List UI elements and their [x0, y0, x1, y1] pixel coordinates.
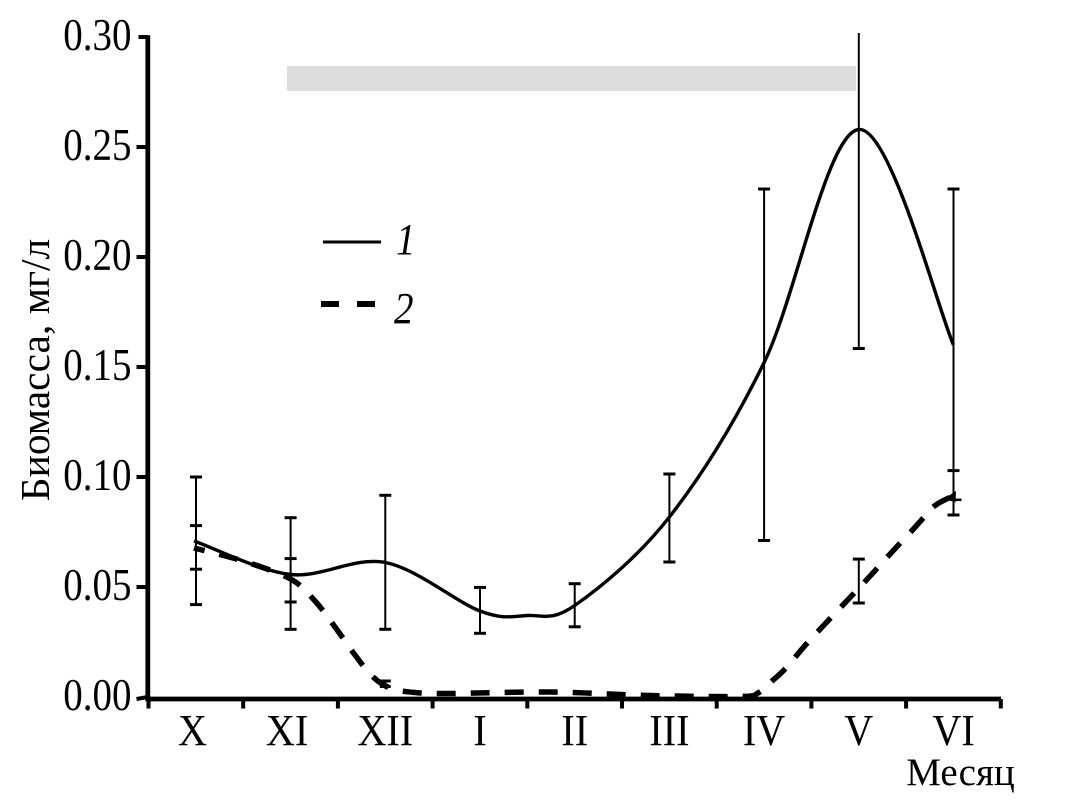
- svg-text:IV: IV: [743, 706, 785, 755]
- svg-text:V: V: [844, 706, 873, 755]
- svg-text:II: II: [561, 706, 588, 755]
- svg-text:0.15: 0.15: [63, 340, 131, 390]
- svg-text:0.05: 0.05: [63, 560, 131, 610]
- svg-text:III: III: [649, 706, 689, 755]
- svg-text:X: X: [178, 706, 207, 755]
- svg-text:0.25: 0.25: [63, 120, 131, 170]
- svg-text:2: 2: [394, 285, 414, 334]
- svg-text:XII: XII: [357, 706, 413, 755]
- svg-text:1: 1: [396, 216, 416, 265]
- svg-text:0.20: 0.20: [63, 230, 131, 280]
- svg-text:XI: XI: [266, 706, 308, 755]
- svg-text:VI: VI: [932, 706, 974, 755]
- svg-text:Месяц: Месяц: [906, 751, 1015, 794]
- svg-text:0.30: 0.30: [63, 10, 131, 60]
- svg-text:0.10: 0.10: [63, 450, 131, 500]
- svg-text:Биомасса, мг/л: Биомасса, мг/л: [12, 239, 58, 501]
- svg-text:I: I: [473, 706, 486, 755]
- svg-text:0.00: 0.00: [63, 670, 131, 720]
